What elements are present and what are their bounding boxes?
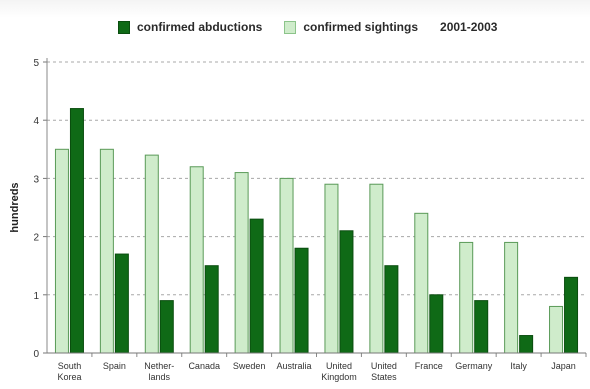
x-tick-label-line: Italy <box>510 361 527 371</box>
y-tick-label: 4 <box>33 116 39 127</box>
x-tick-label-line: France <box>415 361 443 371</box>
x-tick-label: France <box>415 361 443 371</box>
x-tick-label-line: Korea <box>57 372 81 382</box>
x-tick-label-line: Germany <box>455 361 493 371</box>
x-tick-label: Canada <box>188 361 220 371</box>
bar-sightings <box>144 154 159 354</box>
legend-swatch-sightings <box>284 20 297 34</box>
bar-abductions <box>519 335 534 354</box>
bar-sightings <box>549 305 564 354</box>
x-tick-label-line: Kingdom <box>321 372 357 382</box>
legend-label-abductions: confirmed abductions <box>137 20 263 34</box>
bar-sightings <box>54 148 69 354</box>
x-tick-label-line: Spain <box>103 361 126 371</box>
bar-abductions <box>564 276 579 354</box>
bar-sightings <box>189 166 204 354</box>
y-tick-label: 0 <box>33 349 39 360</box>
bar-abductions <box>114 253 129 354</box>
x-tick-label-line: lands <box>149 372 171 382</box>
y-tick-label: 1 <box>33 291 39 302</box>
bar-abductions <box>339 230 354 354</box>
bar-abductions <box>429 294 444 354</box>
x-tick-label: South Korea <box>57 361 81 382</box>
legend-period-label: 2001-2003 <box>440 20 498 34</box>
x-tick-label: Sweden <box>233 361 266 371</box>
bar-sightings <box>279 177 294 354</box>
legend-period: 2001-2003 <box>440 20 497 34</box>
chart-legend: confirmed abductions confirmed sightings… <box>118 19 519 35</box>
x-tick-label-line: Australia <box>277 361 312 371</box>
bar-sightings <box>504 241 519 354</box>
y-tick-label: 2 <box>33 233 39 244</box>
y-tick-label: 3 <box>33 174 39 185</box>
bar-abductions <box>204 265 219 354</box>
legend-item-abductions: confirmed abductions <box>118 20 262 34</box>
x-tick-label: Nether-lands <box>144 361 174 382</box>
bar-sightings <box>414 212 429 354</box>
x-tick-label-line: Canada <box>188 361 220 371</box>
bar-abductions <box>294 247 309 354</box>
legend-swatch-abductions <box>118 20 130 34</box>
x-tick-label: Spain <box>103 361 126 371</box>
x-tick-label-line: States <box>371 372 397 382</box>
bar-sightings <box>324 183 339 354</box>
bar-abductions <box>384 265 399 354</box>
bar-abductions <box>159 300 174 354</box>
bar-sightings <box>234 172 249 354</box>
x-tick-label: Japan <box>551 361 576 371</box>
x-tick-label: United Kingdom <box>321 361 357 382</box>
legend-label-sightings: confirmed sightings <box>303 20 419 34</box>
legend-item-sightings: confirmed sightings <box>284 20 418 34</box>
y-tick-label: 5 <box>33 58 39 69</box>
x-tick-label-line: Japan <box>551 361 576 371</box>
x-tick-label-line: Nether- <box>144 361 174 371</box>
y-axis-title: hundreds <box>9 182 21 232</box>
x-tick-label-line: South <box>58 361 82 371</box>
bar-abductions <box>69 108 84 354</box>
bar-sightings <box>459 241 474 354</box>
bar-abductions <box>474 300 489 354</box>
x-tick-label-line: United <box>371 361 397 371</box>
bar-sightings <box>369 183 384 354</box>
x-tick-label-line: United <box>326 361 352 371</box>
x-tick-label: Australia <box>277 361 312 371</box>
bar-sightings <box>99 148 114 354</box>
x-tick-label: United States <box>371 361 397 382</box>
x-tick-label: Germany <box>455 361 493 371</box>
bar-abductions <box>249 218 264 354</box>
x-tick-label-line: Sweden <box>233 361 266 371</box>
x-tick-label: Italy <box>510 361 527 371</box>
